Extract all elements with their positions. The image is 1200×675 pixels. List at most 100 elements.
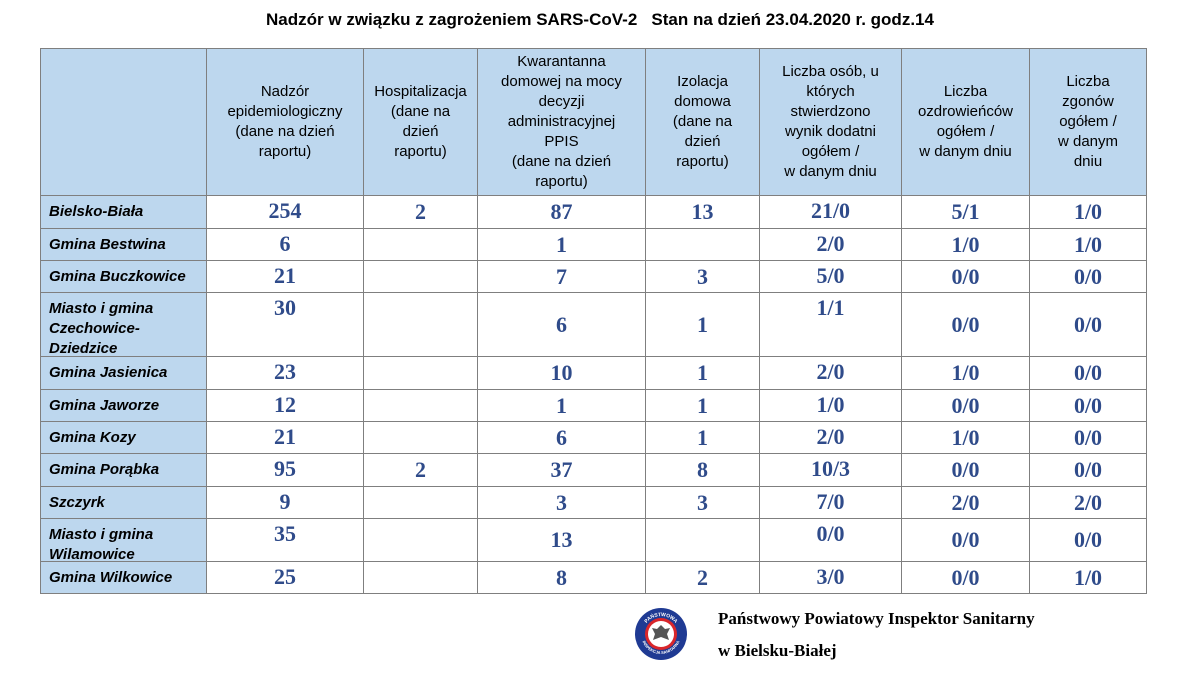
value-cell-text: 1/0 (1073, 231, 1103, 257)
value-cell (645, 228, 760, 261)
value-cell: 1 (645, 421, 760, 454)
value-cell-text: 2/0 (816, 424, 845, 449)
value-cell: 0/0 (1029, 292, 1147, 357)
row-name: Bielsko-Biała (40, 195, 207, 229)
value-cell-text: 7/0 (816, 489, 845, 514)
header-cell-text: Hospitalizacja (dane na dzień raportu) (374, 83, 467, 160)
value-cell: 7 (477, 260, 646, 293)
value-cell: 13 (477, 518, 646, 562)
row-name-text: Gmina Jaworze (49, 397, 160, 414)
row-name: Gmina Jaworze (40, 389, 207, 422)
value-cell (363, 518, 478, 562)
value-cell: 2/0 (901, 486, 1030, 519)
header-cell: Hospitalizacja (dane na dzień raportu) (363, 48, 478, 196)
value-cell-text: 1/0 (1073, 199, 1103, 224)
row-name-text: Szczyrk (49, 494, 105, 511)
value-cell-text: 0/0 (951, 392, 980, 418)
value-cell: 0/0 (901, 518, 1030, 562)
value-cell: 0/0 (1029, 421, 1147, 454)
value-cell: 0/0 (1029, 518, 1147, 562)
value-cell: 1 (645, 389, 760, 422)
value-cell-text: 0/0 (1073, 311, 1103, 337)
header-cell-text: Liczba osób, u których stwierdzono wynik… (782, 63, 879, 180)
value-cell: 7/0 (759, 486, 902, 519)
value-cell-text: 13 (691, 199, 714, 224)
logo-eagle (652, 625, 670, 640)
value-cell-text: 1 (697, 392, 708, 418)
value-cell (645, 518, 760, 562)
value-cell-text: 5/0 (816, 263, 845, 288)
value-cell (363, 389, 478, 422)
value-cell: 0/0 (1029, 389, 1147, 422)
header-cell (40, 48, 207, 196)
header-cell: Izolacja domowa (dane na dzień raportu) (645, 48, 760, 196)
row-name-text: Gmina Wilkowice (49, 569, 173, 586)
row-name-text: Bielsko-Biała (49, 203, 144, 220)
value-cell-text: 5/1 (951, 199, 980, 224)
value-cell-text: 30 (274, 295, 296, 320)
value-cell (363, 260, 478, 293)
row-name: Gmina Jasienica (40, 356, 207, 390)
value-cell: 21/0 (759, 195, 902, 229)
value-cell-text: 1/0 (951, 231, 980, 257)
value-cell-text: 0/0 (951, 527, 980, 552)
value-cell-text: 10 (550, 360, 573, 385)
row-name: Gmina Bestwina (40, 228, 207, 261)
value-cell: 87 (477, 195, 646, 229)
value-cell-text: 0/0 (1073, 527, 1103, 552)
value-cell-text: 6 (556, 424, 567, 450)
value-cell: 0/0 (901, 561, 1030, 594)
footer-line: Państwowy Powiatowy Inspektor Sanitarny (718, 609, 1035, 628)
logo: PAŃSTWOWA INSPEKCJA SANITARNA (635, 608, 687, 660)
value-cell: 1 (645, 356, 760, 390)
value-cell: 0/0 (901, 453, 1030, 487)
value-cell: 23 (206, 356, 364, 390)
value-cell: 1/0 (901, 356, 1030, 390)
row-name-text: Miasto i gmina Czechowice-Dziedzice (49, 300, 154, 357)
value-cell: 2/0 (759, 421, 902, 454)
value-cell-text: 2 (415, 199, 426, 224)
value-cell: 1 (477, 389, 646, 422)
value-cell: 1/0 (759, 389, 902, 422)
value-cell-text: 7 (556, 263, 567, 289)
row-name: Gmina Porąbka (40, 453, 207, 487)
value-cell: 1/0 (1029, 561, 1147, 594)
value-cell: 0/0 (1029, 453, 1147, 487)
value-cell-text: 2/0 (951, 489, 980, 515)
value-cell-text: 2/0 (816, 359, 845, 384)
value-cell (363, 486, 478, 519)
value-cell: 8 (477, 561, 646, 594)
value-cell (363, 421, 478, 454)
header-cell-text: Liczba ozdrowieńców ogółem / w danym dni… (917, 83, 1014, 160)
value-cell: 1/1 (759, 292, 902, 357)
value-cell: 21 (206, 260, 364, 293)
value-cell: 1 (477, 228, 646, 261)
value-cell: 95 (206, 453, 364, 487)
value-cell-text: 0/0 (1073, 457, 1103, 482)
value-cell: 2 (645, 561, 760, 594)
value-cell: 12 (206, 389, 364, 422)
value-cell: 5/0 (759, 260, 902, 293)
value-cell-text: 1 (697, 360, 708, 385)
value-cell-text: 0/0 (951, 564, 980, 590)
value-cell-text: 13 (550, 527, 573, 552)
value-cell (363, 228, 478, 261)
value-cell (363, 561, 478, 594)
value-cell: 1/0 (901, 421, 1030, 454)
value-cell: 2 (363, 453, 478, 487)
value-cell-text: 1 (697, 311, 708, 337)
value-cell-text: 1 (556, 231, 567, 257)
value-cell-text: 87 (550, 199, 573, 224)
value-cell-text: 8 (697, 457, 708, 482)
value-cell: 1/0 (901, 228, 1030, 261)
value-cell: 1 (645, 292, 760, 357)
value-cell: 25 (206, 561, 364, 594)
value-cell: 3 (477, 486, 646, 519)
value-cell: 30 (206, 292, 364, 357)
value-cell-text: 0/0 (951, 457, 980, 482)
value-cell-text: 0/0 (1073, 392, 1103, 418)
value-cell-text: 2 (415, 457, 426, 482)
value-cell: 0/0 (1029, 356, 1147, 390)
value-cell-text: 0/0 (951, 263, 980, 289)
value-cell: 0/0 (901, 389, 1030, 422)
